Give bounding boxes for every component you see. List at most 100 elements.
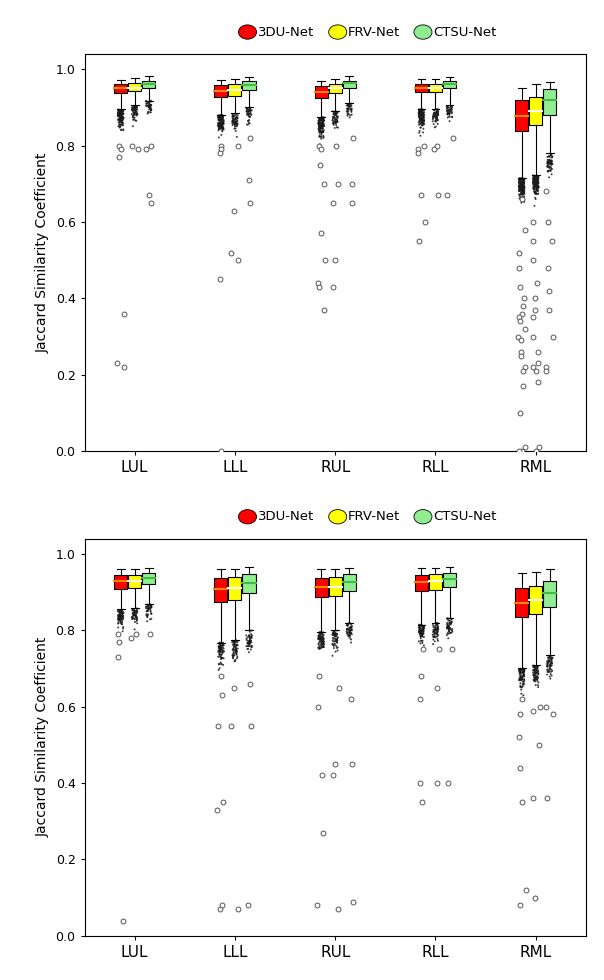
Point: [431, 113, 440, 128]
Point: [518, 179, 528, 195]
Point: [214, 120, 223, 135]
Point: [130, 110, 140, 125]
Point: [345, 625, 355, 641]
Point: [331, 115, 341, 130]
Point: [433, 112, 443, 127]
Point: [432, 103, 442, 119]
Point: [118, 609, 127, 624]
Point: [118, 109, 127, 124]
Point: [518, 171, 528, 186]
Point: [316, 628, 326, 644]
Point: [316, 117, 326, 132]
Point: [417, 106, 426, 122]
Point: [243, 102, 253, 118]
Point: [519, 178, 528, 194]
Point: [516, 185, 525, 201]
Point: [332, 113, 342, 128]
Point: [432, 104, 442, 120]
Point: [319, 119, 329, 134]
Point: [242, 635, 252, 651]
Point: [114, 117, 124, 132]
Bar: [114, 84, 127, 93]
Point: [515, 663, 524, 679]
Point: [543, 158, 553, 173]
Point: [429, 107, 439, 122]
Point: [519, 662, 529, 678]
Point: [129, 98, 139, 114]
Point: [532, 173, 541, 189]
Point: [346, 632, 356, 648]
Point: [518, 176, 528, 192]
Point: [331, 644, 341, 660]
Point: [533, 181, 542, 197]
Point: [131, 605, 141, 620]
Point: [217, 108, 227, 123]
Point: [414, 623, 424, 639]
Point: [115, 108, 124, 123]
Point: [519, 177, 528, 193]
Point: [330, 637, 339, 653]
Point: [519, 174, 529, 190]
Point: [246, 107, 256, 122]
Point: [515, 180, 525, 196]
Point: [215, 118, 225, 133]
Point: [519, 183, 528, 199]
Point: [417, 628, 427, 644]
Point: [216, 649, 225, 664]
Point: [532, 662, 542, 678]
Point: [530, 174, 539, 190]
Point: [417, 626, 426, 642]
Point: [417, 106, 426, 122]
Point: [214, 121, 224, 136]
Point: [428, 628, 438, 644]
Point: [244, 115, 254, 130]
Point: [417, 102, 427, 118]
Point: [433, 633, 443, 649]
Point: [118, 619, 128, 635]
Point: [518, 176, 528, 192]
Point: [446, 615, 456, 631]
Point: [216, 642, 226, 658]
Point: [515, 174, 524, 190]
Point: [330, 626, 339, 642]
Point: [329, 106, 338, 122]
Point: [230, 637, 240, 653]
Point: [330, 114, 339, 129]
Point: [416, 626, 425, 642]
Point: [529, 181, 539, 197]
Point: [317, 636, 327, 652]
Point: [244, 104, 254, 120]
Point: [129, 102, 139, 118]
Point: [430, 107, 440, 122]
Point: [314, 628, 324, 644]
Bar: [228, 84, 242, 96]
Point: [245, 627, 254, 643]
Point: [516, 664, 526, 680]
Point: [118, 111, 128, 126]
Point: [117, 613, 127, 629]
Point: [215, 643, 225, 659]
Point: [242, 107, 252, 122]
Point: [528, 175, 538, 191]
Point: [516, 679, 525, 695]
Point: [514, 662, 524, 678]
Point: [517, 174, 527, 190]
Point: [417, 633, 427, 649]
Point: [419, 108, 428, 123]
Point: [129, 108, 139, 123]
Point: [518, 174, 527, 190]
Point: [217, 119, 226, 134]
Point: [516, 662, 526, 677]
Point: [516, 662, 526, 677]
Point: [528, 180, 538, 196]
Point: [229, 113, 239, 128]
Point: [214, 640, 224, 656]
Point: [118, 609, 128, 624]
Point: [115, 111, 125, 126]
Point: [447, 624, 457, 640]
Point: [219, 114, 228, 129]
Point: [519, 178, 529, 194]
Point: [534, 175, 544, 191]
Point: [214, 647, 224, 662]
Point: [519, 185, 528, 201]
